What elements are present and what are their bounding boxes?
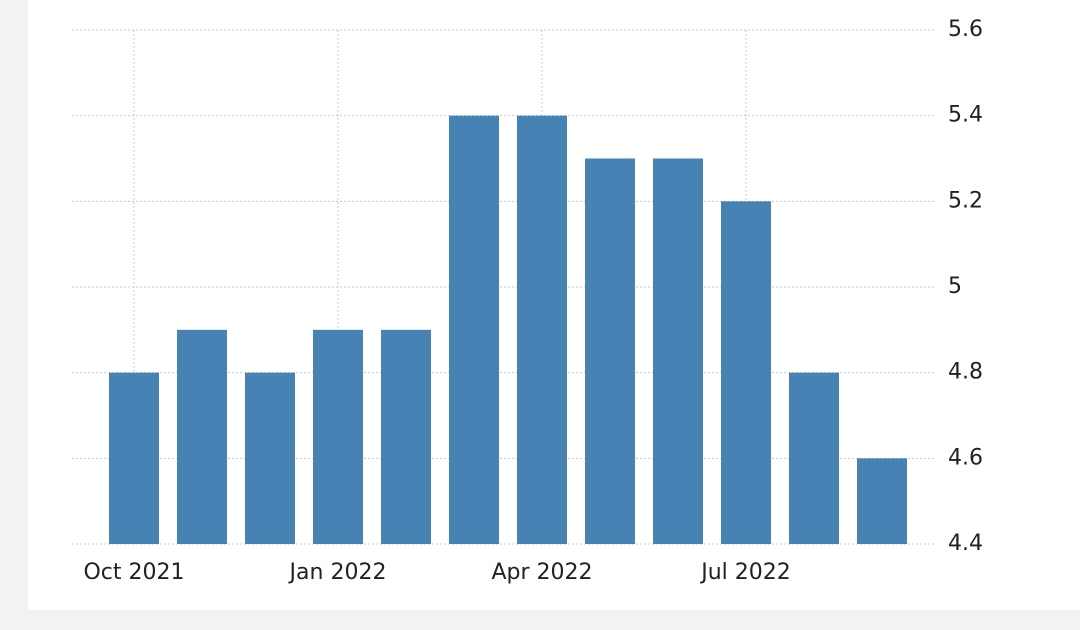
bar [313,329,363,544]
y-tick-label: 5.4 [948,103,983,128]
y-tick-label: 5.6 [948,17,983,42]
x-tick-label: Jul 2022 [699,560,791,585]
bar [517,115,567,545]
bar [449,115,499,545]
bar [245,372,295,544]
y-tick-label: 5 [948,274,962,299]
x-tick-label: Jan 2022 [288,560,387,585]
bar [721,201,771,545]
y-tick-label: 5.2 [948,188,983,213]
bar [653,158,703,544]
bar [177,329,227,544]
bar [789,372,839,544]
bar [381,329,431,544]
bar [857,458,907,544]
bar [585,158,635,544]
x-tick-label: Apr 2022 [491,560,592,585]
x-tick-label: Oct 2021 [83,560,184,585]
y-tick-label: 4.4 [948,531,983,556]
y-tick-label: 4.6 [948,445,983,470]
y-tick-label: 4.8 [948,360,983,385]
bar [109,372,159,544]
